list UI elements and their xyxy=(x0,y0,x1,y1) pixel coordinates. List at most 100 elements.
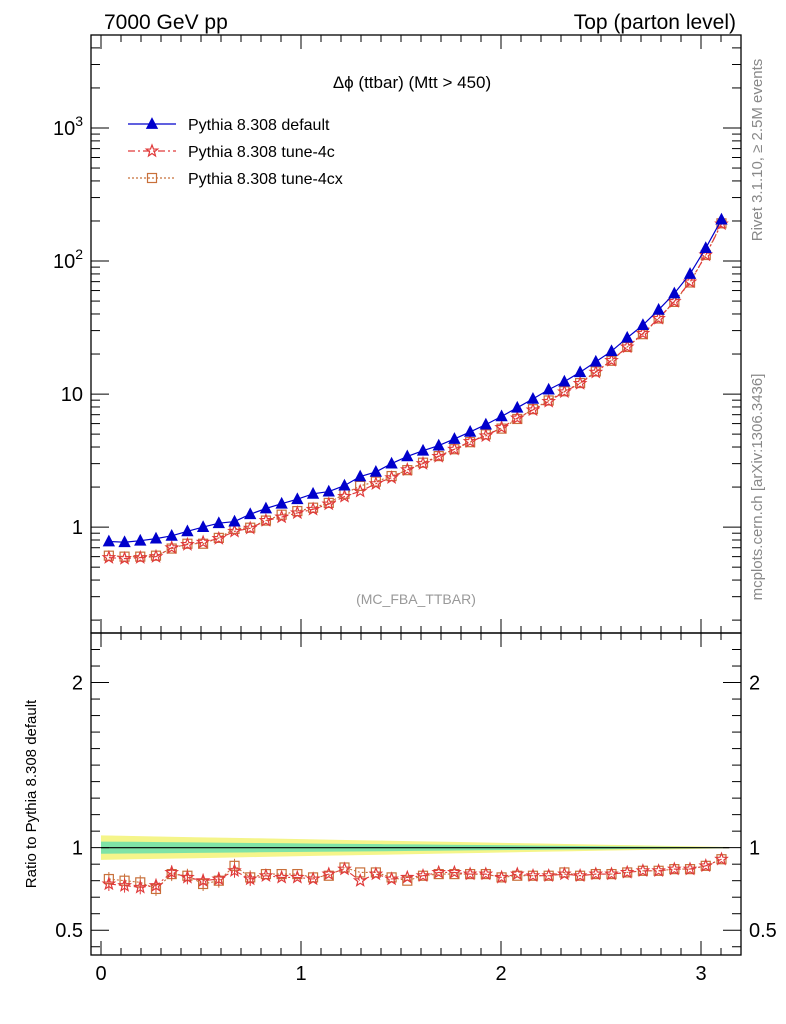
ratio-point-square xyxy=(512,870,523,881)
ratio-point-star xyxy=(619,864,635,879)
data-point-triangle xyxy=(495,409,508,422)
data-point-square xyxy=(496,423,507,434)
y-tick-label: 10 xyxy=(61,384,83,406)
ratio-point-star xyxy=(384,871,399,886)
ratio-point-star xyxy=(164,864,180,879)
ratio-point-star xyxy=(431,864,447,879)
data-point-triangle xyxy=(668,286,681,299)
data-point-star xyxy=(337,488,352,503)
ratio-point-star xyxy=(714,851,729,866)
ratio-point-star xyxy=(494,869,509,884)
ratio-point-star xyxy=(101,876,117,891)
ratio-point-star xyxy=(242,871,258,886)
ratio-point-square xyxy=(449,868,460,880)
ratio-point-star xyxy=(132,879,148,894)
data-point-star xyxy=(242,520,258,535)
data-point-triangle xyxy=(212,516,225,529)
data-point-star xyxy=(415,455,431,470)
data-point-square xyxy=(606,355,617,366)
data-point-triangle xyxy=(605,344,618,357)
ratio-point-star xyxy=(604,866,619,881)
analysis-watermark: (MC_FBA_TTBAR) xyxy=(356,591,476,607)
data-point-triangle xyxy=(416,443,430,456)
data-point-star xyxy=(274,509,289,524)
ratio-point-star xyxy=(478,866,494,881)
ratio-point-star xyxy=(698,858,714,873)
ratio-point-star xyxy=(557,866,572,881)
data-point-star xyxy=(101,549,117,564)
data-point-star xyxy=(399,461,415,477)
series-line-square xyxy=(108,223,723,558)
data-point-star xyxy=(384,469,399,484)
ratio-point-star xyxy=(682,861,698,876)
y-tick-label: 103 xyxy=(53,113,83,140)
legend-marker-square xyxy=(146,172,158,184)
ratio-point-star xyxy=(352,872,368,887)
data-point-triangle xyxy=(322,484,335,497)
ratio-point-star xyxy=(227,863,242,877)
legend-label: Pythia 8.308 tune-4c xyxy=(188,144,335,161)
data-point-star xyxy=(651,310,666,325)
data-point-star xyxy=(666,293,682,308)
ratio-point-square xyxy=(402,875,413,886)
data-point-star xyxy=(588,364,604,379)
ratio-point-star xyxy=(572,867,588,882)
data-point-star xyxy=(572,375,588,390)
data-point-star xyxy=(289,505,305,520)
data-point-triangle xyxy=(369,465,383,477)
data-point-triangle xyxy=(196,520,210,533)
plot-title: Δϕ (ttbar) (Mtt > 450) xyxy=(333,73,491,92)
ratio-point-star xyxy=(337,861,352,876)
data-point-square xyxy=(465,437,476,448)
data-point-star xyxy=(148,548,164,563)
ratio-point-star xyxy=(274,869,289,884)
data-point-triangle xyxy=(338,478,351,491)
data-point-triangle xyxy=(401,449,414,462)
ratio-point-square xyxy=(433,868,444,880)
ratio-point-square xyxy=(292,868,303,880)
ratio-point-star xyxy=(195,872,211,887)
ratio-point-star xyxy=(525,867,541,882)
ratio-point-star xyxy=(321,866,337,881)
data-point-triangle xyxy=(573,365,587,378)
data-point-triangle xyxy=(118,535,131,548)
data-point-star xyxy=(635,325,651,340)
data-point-triangle xyxy=(149,531,163,544)
data-point-star xyxy=(510,410,525,425)
data-point-star xyxy=(698,247,714,262)
data-point-star xyxy=(604,352,619,367)
data-point-triangle xyxy=(448,432,461,444)
data-point-star xyxy=(258,512,274,527)
data-point-triangle xyxy=(683,267,697,279)
series-line-star xyxy=(108,223,723,560)
data-point-triangle xyxy=(558,374,571,387)
ratio-point-star xyxy=(635,863,651,877)
data-point-star xyxy=(368,475,384,491)
ratio-y-tick-label: 0.5 xyxy=(55,920,83,942)
data-point-star xyxy=(227,523,242,538)
data-point-star xyxy=(447,441,462,456)
ratio-y-tick-label-right: 2 xyxy=(749,673,760,695)
ratio-panel: 0 1 2 3 0.5 0.5 1 1 2 2 Ratio to Pythia 8.308 defa… xyxy=(23,632,777,985)
ratio-point-star xyxy=(666,861,682,876)
data-point-triangle xyxy=(165,528,178,541)
data-point-star xyxy=(180,536,195,551)
data-point-star xyxy=(321,496,337,511)
data-point-star xyxy=(117,550,132,565)
ratio-point-square xyxy=(355,867,366,878)
data-point-star xyxy=(619,339,635,354)
data-point-triangle xyxy=(636,318,650,330)
data-point-star xyxy=(494,419,509,434)
data-point-star xyxy=(478,428,494,443)
ratio-point-star xyxy=(305,871,321,886)
data-point-triangle xyxy=(621,330,634,343)
header-beam-label: 7000 GeV pp xyxy=(104,11,228,34)
header-process-label: Top (parton level) xyxy=(574,11,736,34)
ratio-point-star xyxy=(462,866,478,881)
data-point-triangle xyxy=(259,501,273,514)
data-point-star xyxy=(164,539,180,555)
ratio-point-star xyxy=(541,867,557,882)
legend-marker-star xyxy=(144,143,160,158)
series-line-triangle xyxy=(108,219,723,543)
data-point-triangle xyxy=(181,524,194,537)
